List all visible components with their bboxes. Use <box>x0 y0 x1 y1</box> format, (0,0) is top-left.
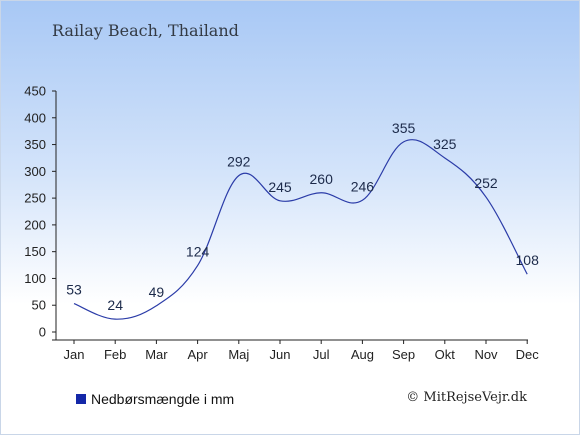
y-ticks: 0 50 100 150 200 250 300 350 400 450 <box>24 84 56 340</box>
data-label: 246 <box>351 178 375 194</box>
y-tick-label: 50 <box>32 298 46 313</box>
legend-label: Nedbørsmængde i mm <box>91 391 235 407</box>
x-tick-label: Jan <box>64 347 85 362</box>
data-label: 24 <box>107 297 123 313</box>
x-tick-label: Dec <box>516 347 540 362</box>
legend: Nedbørsmængde i mm <box>76 391 234 407</box>
data-label: 292 <box>227 154 251 170</box>
data-label: 124 <box>186 244 210 260</box>
y-tick-label: 350 <box>24 137 46 152</box>
y-tick-label: 200 <box>24 217 46 232</box>
y-tick-label: 100 <box>24 271 46 286</box>
data-label: 252 <box>474 175 498 191</box>
x-tick-label: Apr <box>187 347 208 362</box>
x-tick-label: Sep <box>392 347 415 362</box>
x-tick-label: Aug <box>351 347 374 362</box>
legend-swatch <box>76 394 86 404</box>
x-tick-label: Maj <box>228 347 249 362</box>
data-label: 108 <box>516 252 540 268</box>
y-tick-label: 0 <box>39 325 46 340</box>
data-label: 355 <box>392 120 416 136</box>
x-tick-label: Jun <box>270 347 291 362</box>
series-line <box>73 139 528 320</box>
x-tick-label: Mar <box>145 347 168 362</box>
y-tick-label: 300 <box>24 164 46 179</box>
x-tick-label: Okt <box>435 347 456 362</box>
data-label: 49 <box>149 284 165 300</box>
x-ticks: Jan Feb Mar Apr Maj Jun Jul Aug Sep Okt Nov Dec <box>64 340 540 362</box>
x-tick-label: Jul <box>313 347 330 362</box>
y-tick-label: 150 <box>24 244 46 259</box>
x-tick-label: Feb <box>104 347 126 362</box>
y-tick-label: 250 <box>24 191 46 206</box>
y-tick-label: 400 <box>24 110 46 125</box>
data-label: 245 <box>268 179 292 195</box>
axes <box>52 91 528 341</box>
credit-text: © MitRejseVejr.dk <box>406 390 527 405</box>
y-tick-label: 450 <box>24 84 46 99</box>
data-label: 325 <box>433 136 457 152</box>
data-label: 260 <box>310 171 334 187</box>
data-labels: 53 24 49 124 292 245 260 246 355 325 252 108 <box>66 120 539 313</box>
data-label: 53 <box>66 282 82 298</box>
x-tick-label: Nov <box>474 347 498 362</box>
chart-title: Railay Beach, Thailand <box>52 21 239 40</box>
